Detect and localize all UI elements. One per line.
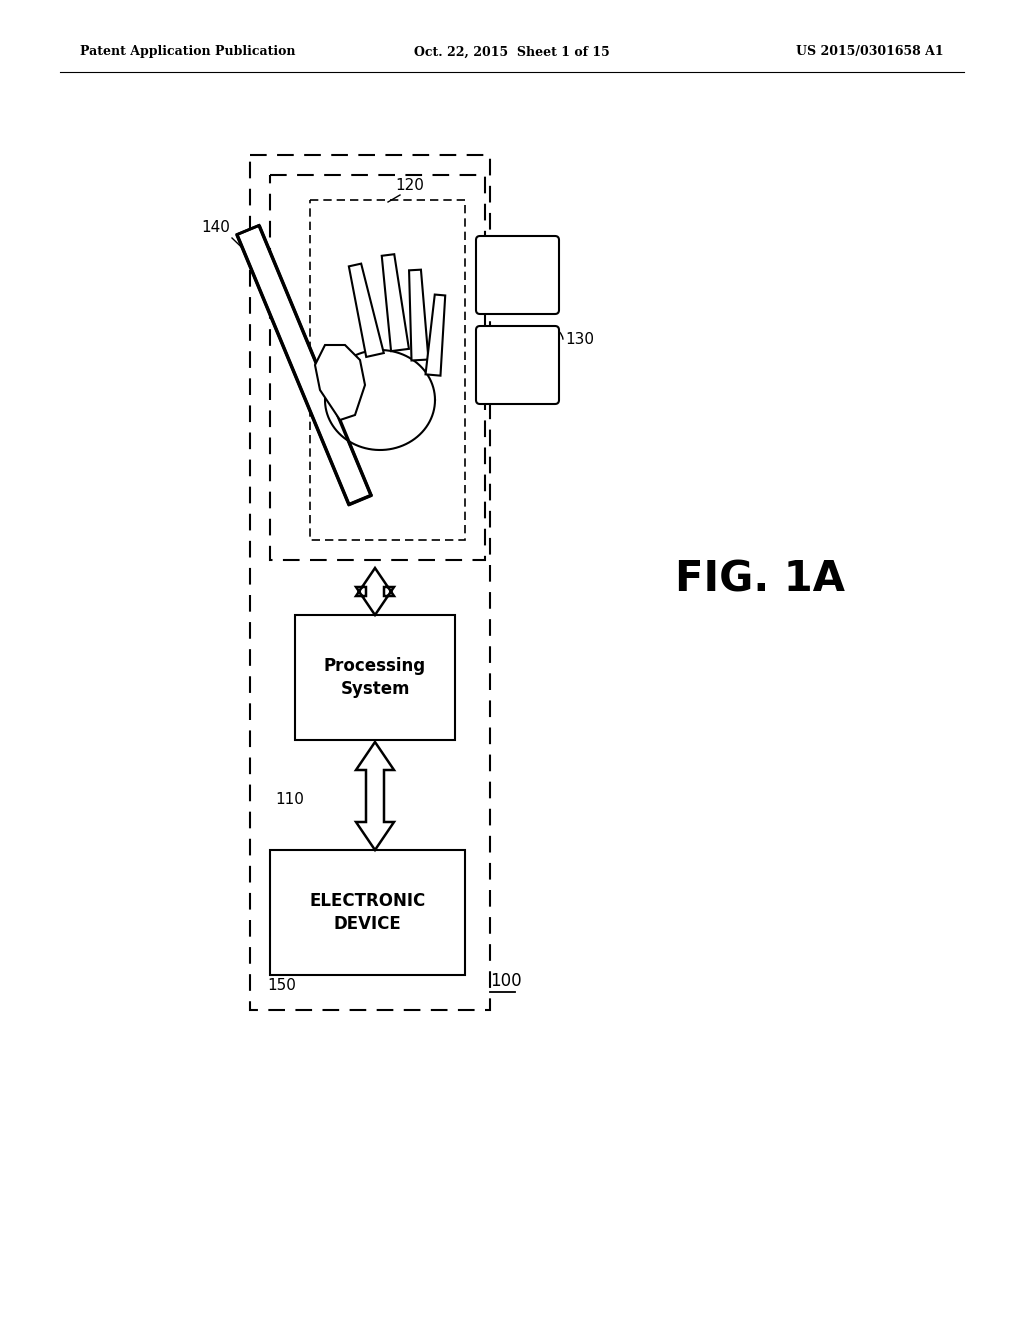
Text: 150: 150 [267,978,296,993]
Polygon shape [349,264,384,356]
Bar [295,615,455,741]
FancyBboxPatch shape [476,326,559,404]
Text: Oct. 22, 2015  Sheet 1 of 15: Oct. 22, 2015 Sheet 1 of 15 [414,45,610,58]
Polygon shape [356,742,394,850]
Bar [250,154,490,1010]
Text: Patent Application Publication: Patent Application Publication [80,45,296,58]
Text: 120: 120 [395,178,424,193]
Text: 100: 100 [490,972,521,990]
Polygon shape [315,345,365,420]
Polygon shape [325,350,435,450]
Bar [270,176,485,560]
Text: ELECTRONIC
DEVICE: ELECTRONIC DEVICE [309,892,426,933]
Polygon shape [409,269,428,360]
Text: 110: 110 [275,792,304,808]
Text: 140: 140 [201,220,230,235]
Polygon shape [356,568,394,615]
Bar [310,201,465,540]
Polygon shape [237,226,371,504]
Text: US 2015/0301658 A1: US 2015/0301658 A1 [797,45,944,58]
Text: 130: 130 [565,333,594,347]
Text: Processing
System: Processing System [324,657,426,698]
Polygon shape [426,294,445,376]
Text: FIG. 1A: FIG. 1A [675,558,845,601]
Polygon shape [382,255,409,351]
FancyBboxPatch shape [476,236,559,314]
Bar [270,850,465,975]
